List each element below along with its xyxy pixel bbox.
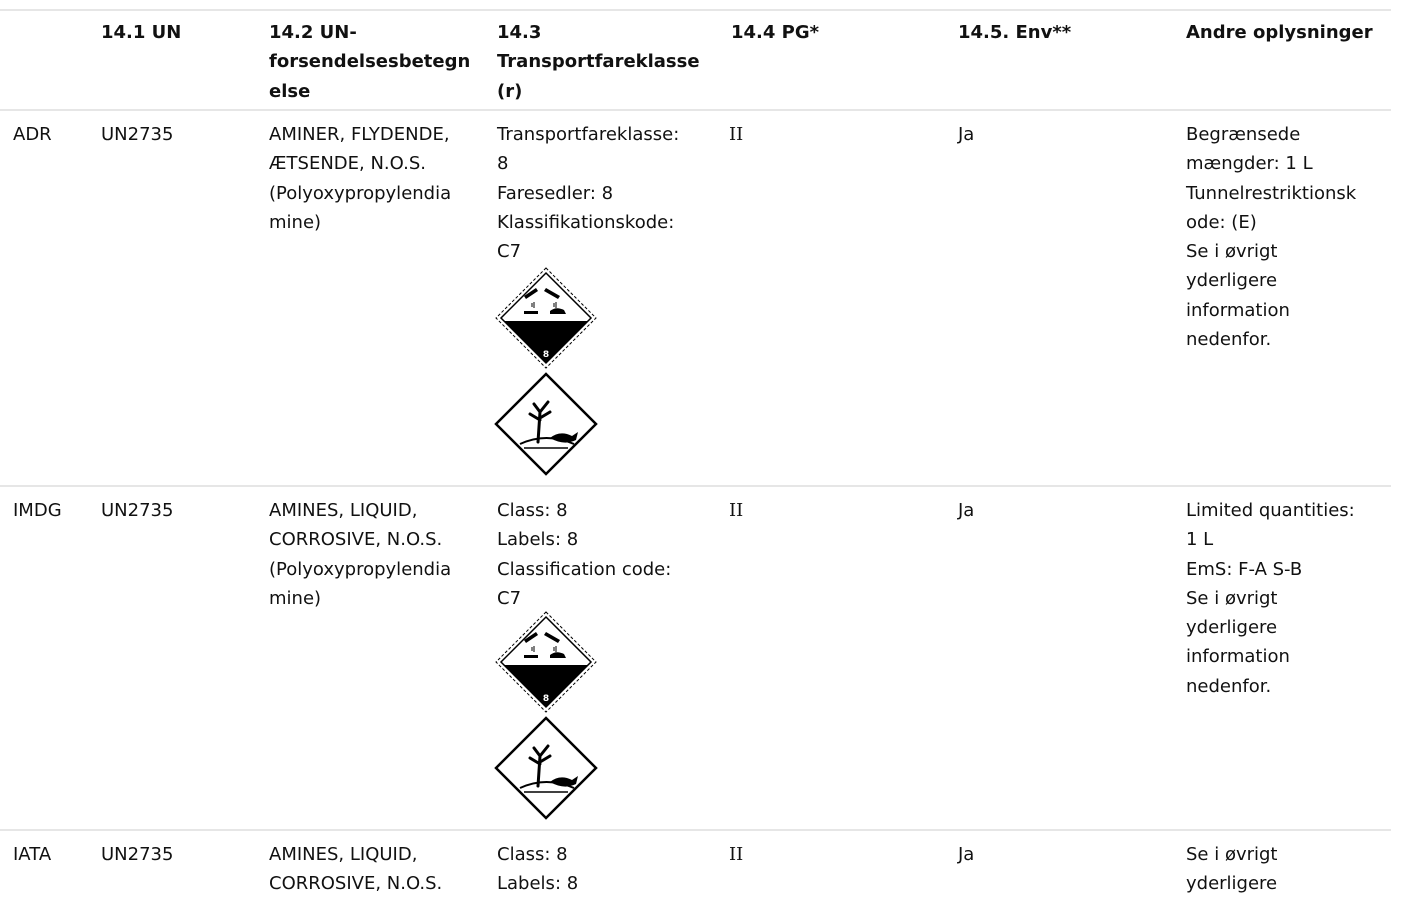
environment-hazard-icon (494, 716, 598, 820)
imdg-other-info: Limited quantities: 1 L EmS: F-A S-B Se … (1186, 500, 1355, 697)
iata-class-text: Class: 8 Labels: 8 (497, 844, 579, 895)
rule-adr (0, 485, 1391, 487)
header-other-info: Andre oplysninger (1186, 22, 1373, 43)
adr-other-info: Begrænsede mængder: 1 L Tunnelrestriktio… (1186, 124, 1357, 351)
adr-packing-group: II (729, 124, 744, 145)
adr-environment: Ja (958, 124, 975, 145)
rule-top (0, 9, 1391, 11)
header-packing-group: 14.4 PG* (731, 22, 820, 43)
header-environment: 14.5. Env** (958, 22, 1072, 43)
svg-text:8: 8 (543, 350, 549, 360)
header-shipping-name: 14.2 UN- forsendelsesbetegn else (269, 22, 471, 102)
iata-shipping-name: AMINES, LIQUID, CORROSIVE, N.O.S. (269, 844, 443, 895)
corrosive-class-8-icon: 8 (494, 266, 598, 370)
imdg-packing-group: II (729, 500, 744, 521)
iata-packing-group: II (729, 844, 744, 865)
iata-other-info: Se i øvrigt yderligere (1186, 844, 1278, 895)
rule-imdg (0, 829, 1391, 831)
iata-un: UN2735 (101, 844, 174, 865)
adr-class-text: Transportfareklasse: 8 Faresedler: 8 Kla… (497, 124, 680, 263)
imdg-class-text: Class: 8 Labels: 8 Classification code: … (497, 500, 672, 609)
imdg-shipping-name: AMINES, LIQUID, CORROSIVE, N.O.S. (Polyo… (269, 500, 452, 609)
iata-mode: IATA (13, 844, 52, 865)
environment-hazard-icon (494, 372, 598, 476)
header-un-number: 14.1 UN (101, 22, 182, 43)
svg-text:8: 8 (543, 694, 549, 704)
rule-header (0, 109, 1391, 111)
imdg-environment: Ja (958, 500, 975, 521)
corrosive-class-8-icon: 8 (494, 610, 598, 714)
iata-environment: Ja (958, 844, 975, 865)
adr-mode: ADR (13, 124, 52, 145)
imdg-mode: IMDG (13, 500, 62, 521)
header-hazard-class: 14.3 Transportfareklasse (r) (497, 22, 700, 102)
adr-shipping-name: AMINER, FLYDENDE, ÆTSENDE, N.O.S. (Polyo… (269, 124, 452, 233)
adr-un: UN2735 (101, 124, 174, 145)
imdg-un: UN2735 (101, 500, 174, 521)
